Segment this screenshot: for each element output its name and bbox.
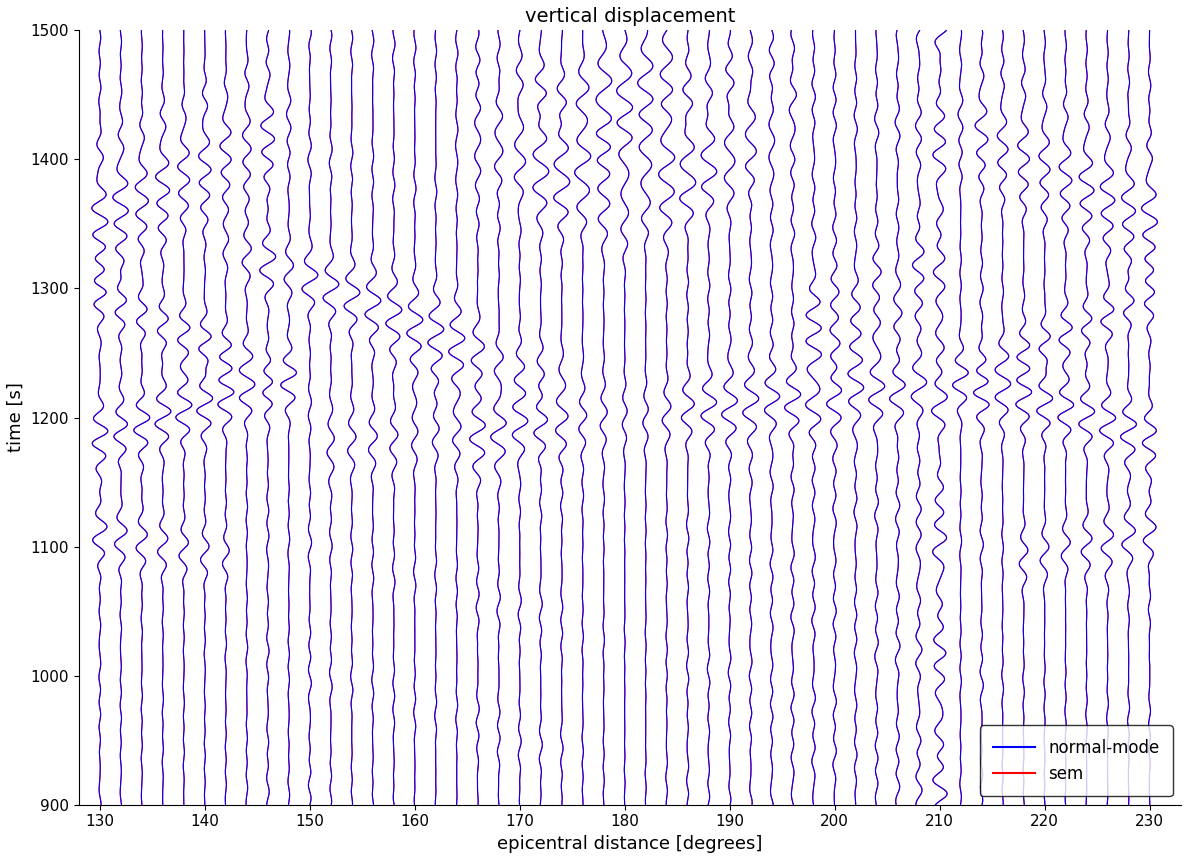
Y-axis label: time [s]: time [s] <box>7 383 25 452</box>
X-axis label: epicentral distance [degrees]: epicentral distance [degrees] <box>498 835 763 853</box>
Legend: normal-mode, sem: normal-mode, sem <box>980 726 1173 796</box>
Title: vertical displacement: vertical displacement <box>525 7 735 26</box>
